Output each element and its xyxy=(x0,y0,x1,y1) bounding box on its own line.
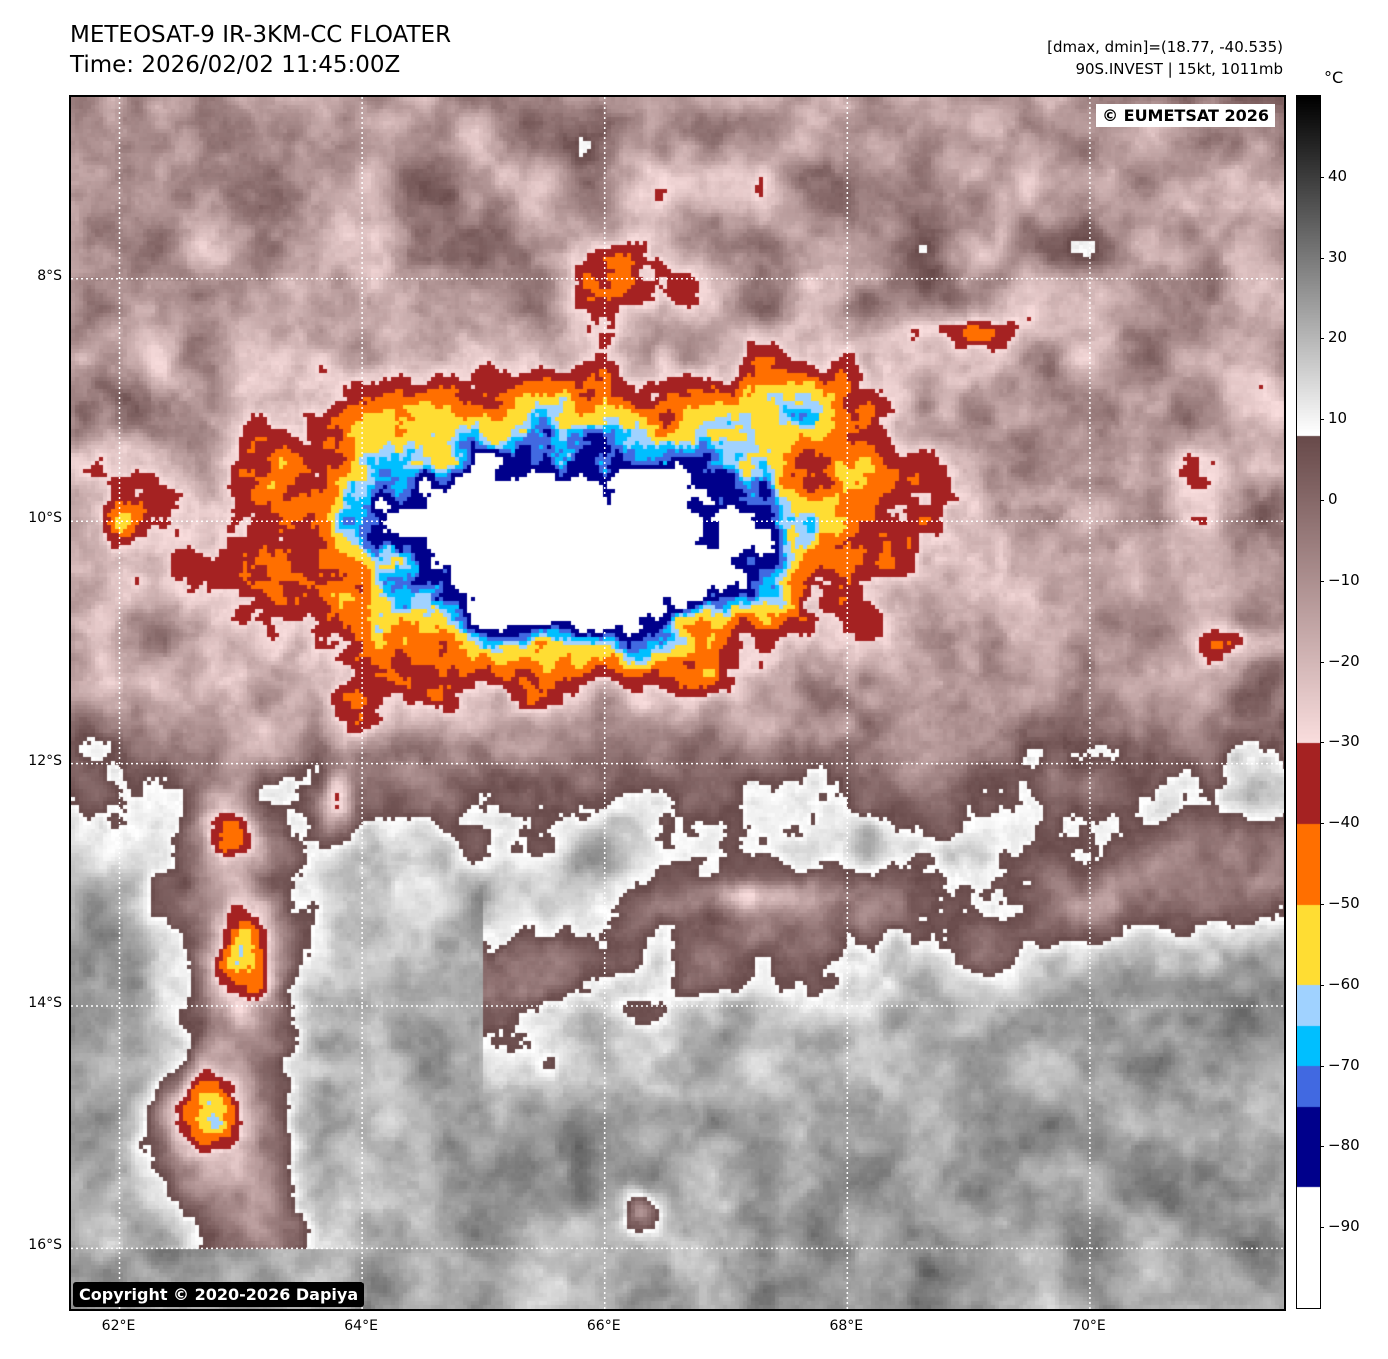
colorbar-tick xyxy=(1320,742,1324,744)
colorbar-tick xyxy=(1320,1227,1324,1229)
colorbar-tick xyxy=(1320,1065,1324,1067)
colorbar-tick xyxy=(1320,904,1324,905)
lon-tick-label: 68°E xyxy=(829,1318,864,1334)
ir-imagery xyxy=(71,97,1284,1309)
colorbar-tick xyxy=(1320,661,1324,663)
lon-tick-label: 66°E xyxy=(586,1318,621,1334)
colorbar xyxy=(1296,95,1321,1309)
colorbar-tick xyxy=(1320,176,1324,178)
colorbar-tick xyxy=(1320,419,1324,421)
colorbar-tick-label: −20 xyxy=(1328,651,1360,670)
colorbar-tick-label: −90 xyxy=(1328,1217,1360,1236)
chart-title: METEOSAT-9 IR-3KM-CC FLOATER xyxy=(70,22,452,48)
lat-tick-label: 8°S xyxy=(37,267,62,284)
lat-tick-label: 16°S xyxy=(28,1237,62,1254)
colorbar-tick-label: −10 xyxy=(1328,570,1360,589)
colorbar-tick-label: 0 xyxy=(1328,490,1338,508)
colorbar-tick xyxy=(1320,984,1324,986)
lon-tick-label: 62°E xyxy=(101,1318,136,1334)
colorbar-tick xyxy=(1320,580,1324,582)
data-range-label: [dmax, dmin]=(18.77, -40.535) xyxy=(1047,38,1283,56)
colorbar-unit: °C xyxy=(1324,68,1344,87)
copyright-label: Copyright © 2020-2026 Dapiya xyxy=(73,1282,365,1307)
colorbar-tick-label: 30 xyxy=(1328,247,1348,266)
colorbar-tick-label: 40 xyxy=(1328,166,1348,185)
graticule xyxy=(71,97,1284,1309)
colorbar-tick xyxy=(1320,257,1324,259)
lon-tick-label: 64°E xyxy=(344,1318,378,1334)
lat-tick-label: 12°S xyxy=(28,752,62,769)
colorbar-tick xyxy=(1320,500,1324,501)
colorbar-tick-label: −30 xyxy=(1328,732,1360,751)
eumetsat-watermark: © EUMETSAT 2026 xyxy=(1096,104,1275,127)
colorbar-tick xyxy=(1320,1146,1324,1148)
satellite-map[interactable]: © EUMETSAT 2026 Copyright © 2020-2026 Da… xyxy=(69,95,1286,1311)
colorbar-tick-label: −60 xyxy=(1328,974,1360,993)
colorbar-tick-label: −80 xyxy=(1328,1136,1360,1155)
lat-tick-label: 14°S xyxy=(28,995,62,1011)
colorbar-tick xyxy=(1320,338,1324,340)
colorbar-tick-label: −70 xyxy=(1328,1055,1360,1074)
colorbar-tick xyxy=(1320,823,1324,825)
colorbar-tick-label: −40 xyxy=(1328,813,1360,832)
lon-tick-label: 70°E xyxy=(1072,1318,1106,1334)
colorbar-tick-label: 20 xyxy=(1328,328,1348,347)
storm-info: 90S.INVEST | 15kt, 1011mb xyxy=(1075,60,1283,78)
colorbar-tick-label: 10 xyxy=(1328,409,1348,428)
timestamp: Time: 2026/02/02 11:45:00Z xyxy=(70,52,401,78)
colorbar-tick-label: −50 xyxy=(1328,894,1360,912)
lat-tick-label: 10°S xyxy=(28,510,62,527)
